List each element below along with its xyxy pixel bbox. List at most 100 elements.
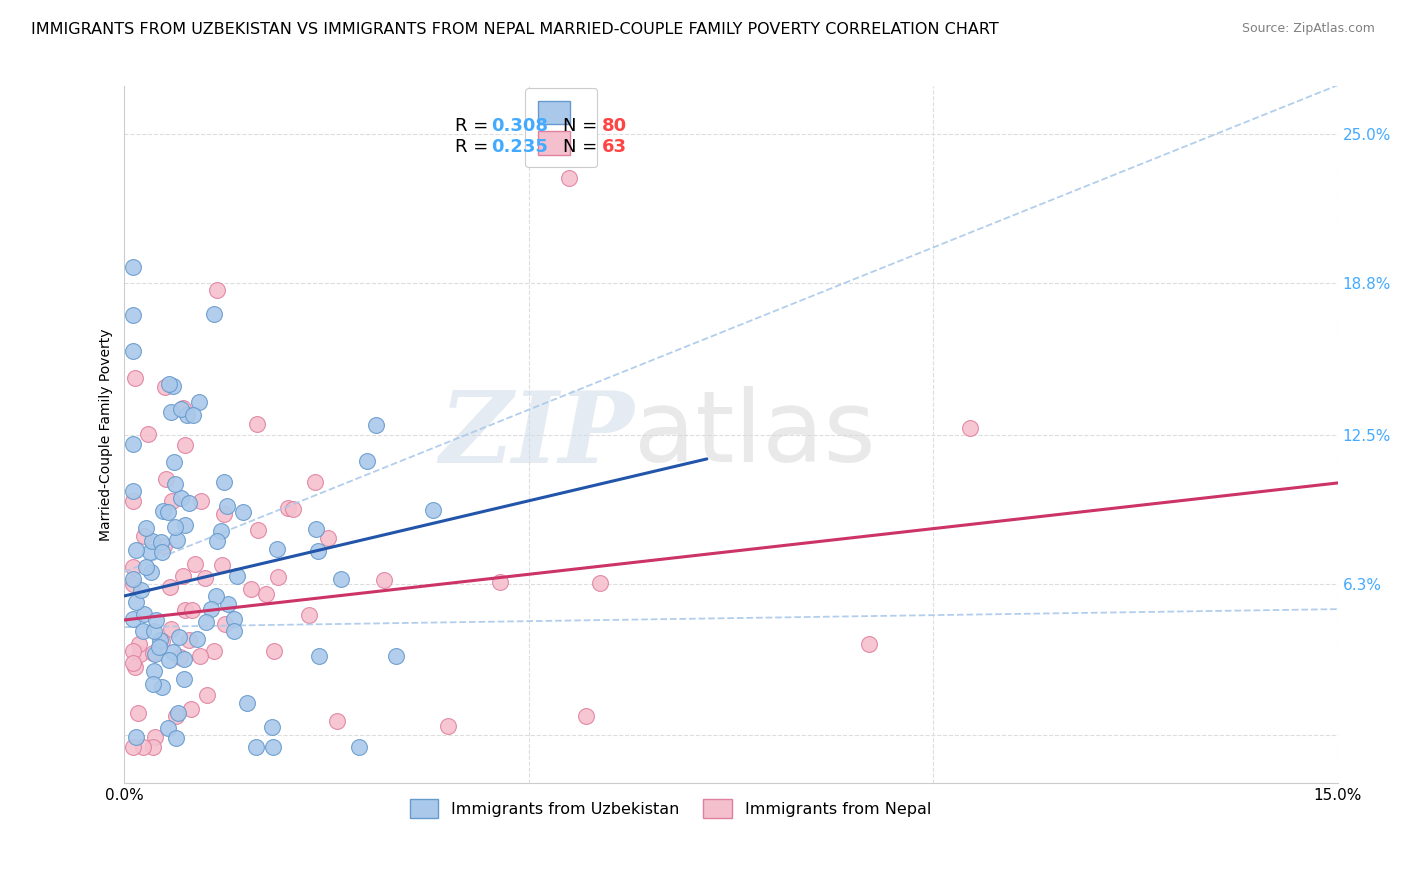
Point — [152, 504, 174, 518]
Point — [125, 730, 148, 744]
Point — [254, 587, 277, 601]
Point — [121, 740, 143, 755]
Point — [134, 529, 156, 543]
Point — [205, 589, 228, 603]
Point — [277, 501, 299, 516]
Point — [162, 646, 184, 660]
Point — [173, 652, 195, 666]
Point — [124, 660, 146, 674]
Point — [222, 612, 245, 626]
Point — [373, 573, 395, 587]
Point — [305, 522, 328, 536]
Point — [155, 472, 177, 486]
Point — [160, 405, 183, 419]
Point — [121, 437, 143, 451]
Point — [121, 572, 143, 586]
Point — [121, 577, 143, 591]
Point — [263, 643, 285, 657]
Point — [245, 740, 267, 755]
Point — [266, 542, 288, 557]
Point — [132, 740, 155, 755]
Point — [173, 518, 195, 533]
Point — [858, 637, 880, 651]
Point — [143, 624, 166, 638]
Point — [222, 624, 245, 639]
Text: Source: ZipAtlas.com: Source: ZipAtlas.com — [1241, 22, 1375, 36]
Point — [121, 611, 143, 625]
Point — [384, 648, 406, 663]
Point — [316, 531, 339, 545]
Point — [169, 650, 191, 665]
Point — [124, 371, 146, 385]
Point — [177, 632, 200, 647]
Point — [121, 644, 143, 658]
Point — [141, 534, 163, 549]
Point — [159, 376, 181, 391]
Point — [165, 731, 187, 745]
Point — [125, 543, 148, 558]
Point — [186, 632, 208, 646]
Text: N =: N = — [564, 117, 603, 135]
Point — [308, 544, 330, 558]
Point — [262, 740, 284, 755]
Point — [207, 534, 229, 549]
Point — [190, 493, 212, 508]
Point — [330, 572, 353, 586]
Point — [128, 647, 150, 661]
Text: R =: R = — [456, 117, 494, 135]
Point — [202, 644, 225, 658]
Point — [217, 597, 239, 611]
Text: 63: 63 — [602, 138, 627, 156]
Point — [143, 664, 166, 678]
Point — [172, 569, 194, 583]
Point — [194, 615, 217, 629]
Point — [135, 520, 157, 534]
Point — [489, 575, 512, 590]
Point — [197, 688, 219, 702]
Point — [139, 544, 162, 558]
Point — [267, 570, 290, 584]
Point — [181, 408, 204, 422]
Point — [165, 476, 187, 491]
Text: 80: 80 — [602, 117, 627, 135]
Point — [347, 740, 370, 755]
Point — [160, 494, 183, 508]
Point — [145, 613, 167, 627]
Point — [142, 740, 165, 755]
Text: N =: N = — [564, 138, 603, 156]
Point — [156, 721, 179, 735]
Point — [574, 709, 596, 723]
Point — [298, 607, 321, 622]
Point — [139, 565, 162, 579]
Point — [167, 631, 190, 645]
Point — [166, 533, 188, 548]
Point — [132, 624, 155, 638]
Point — [202, 307, 225, 321]
Point — [589, 576, 612, 591]
Point — [128, 637, 150, 651]
Point — [132, 607, 155, 621]
Point — [121, 260, 143, 274]
Point — [176, 408, 198, 422]
Point — [143, 730, 166, 744]
Point — [169, 491, 191, 505]
Text: 0.235: 0.235 — [491, 138, 548, 156]
Point — [232, 505, 254, 519]
Point — [150, 680, 173, 694]
Point — [165, 709, 187, 723]
Point — [159, 580, 181, 594]
Point — [127, 706, 149, 721]
Point — [143, 648, 166, 662]
Point — [162, 379, 184, 393]
Point — [167, 706, 190, 720]
Point — [205, 284, 228, 298]
Point — [558, 170, 581, 185]
Point — [170, 402, 193, 417]
Point — [422, 503, 444, 517]
Point — [135, 559, 157, 574]
Point — [157, 653, 180, 667]
Text: IMMIGRANTS FROM UZBEKISTAN VS IMMIGRANTS FROM NEPAL MARRIED-COUPLE FAMILY POVERT: IMMIGRANTS FROM UZBEKISTAN VS IMMIGRANTS… — [31, 22, 998, 37]
Point — [304, 475, 326, 489]
Point — [436, 719, 458, 733]
Text: R =: R = — [456, 138, 494, 156]
